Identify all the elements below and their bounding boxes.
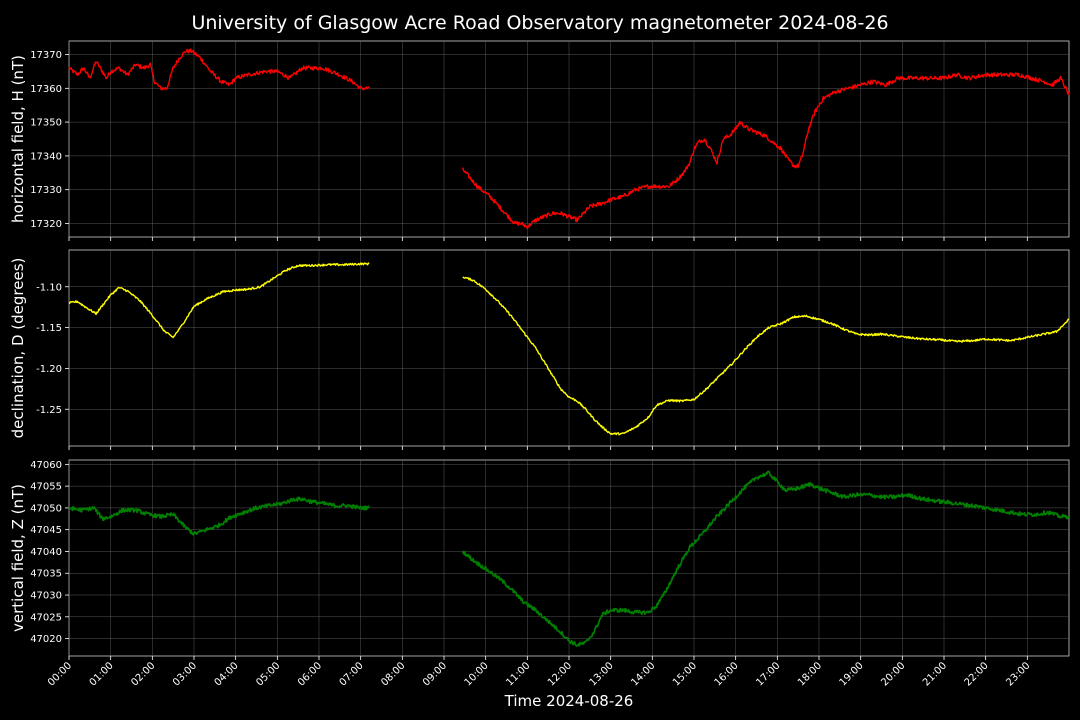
x-tick-label: 00:00 <box>46 660 74 688</box>
series-line-D-2 <box>462 276 1070 436</box>
x-tick-label: 05:00 <box>254 660 282 688</box>
x-tick-label: 14:00 <box>629 660 657 688</box>
x-tick-label: 15:00 <box>671 660 699 688</box>
x-tick-label: 04:00 <box>213 660 241 688</box>
y-tick-label: -1.20 <box>36 364 62 375</box>
series-line-H-1 <box>68 48 370 91</box>
y-tick-label: 17350 <box>30 118 62 129</box>
y-tick-label: 47020 <box>30 634 62 645</box>
y-tick-label: 47040 <box>30 547 62 558</box>
y-tick-label: 47035 <box>30 569 62 580</box>
y-tick-label: -1.10 <box>36 282 62 293</box>
panel-3: 47020 47025 47030 47035 47040 47045 47050 47055… <box>9 459 1070 689</box>
y-axis-label: vertical field, Z (nT) <box>9 484 27 632</box>
y-tick-label: 17330 <box>30 185 62 196</box>
series-line-H-2 <box>462 72 1070 230</box>
y-tick-label: -1.15 <box>36 323 62 334</box>
x-tick-label: 21:00 <box>921 660 949 688</box>
chart-title: University of Glasgow Acre Road Observat… <box>191 12 888 34</box>
x-tick-label: 18:00 <box>796 660 824 688</box>
panels: 17320 17330 17340 17350 17360 17370horizontal… <box>9 40 1070 689</box>
y-tick-label: 47045 <box>30 525 62 536</box>
y-tick-label: 17320 <box>30 219 62 230</box>
panel-2: -1.25 -1.20 -1.15 -1.10 declination, D (degr… <box>9 249 1070 450</box>
x-tick-label: 12:00 <box>546 660 574 688</box>
y-tick-label: 47060 <box>30 460 62 471</box>
x-tick-label: 03:00 <box>171 660 199 688</box>
y-tick-label: -1.25 <box>36 405 62 416</box>
x-axis-label: Time 2024-08-26 <box>504 692 634 710</box>
x-tick-label: 01:00 <box>88 660 116 688</box>
y-tick-label: 17340 <box>30 151 62 162</box>
panel-1: 17320 17330 17340 17350 17360 17370horizontal… <box>9 40 1070 241</box>
x-tick-label: 20:00 <box>879 660 907 688</box>
y-tick-label: 47050 <box>30 503 62 514</box>
y-tick-label: 47030 <box>30 591 62 602</box>
x-tick-label: 13:00 <box>588 660 616 688</box>
y-tick-label: 17370 <box>30 50 62 61</box>
y-axis-label: horizontal field, H (nT) <box>9 55 27 223</box>
x-tick-label: 17:00 <box>754 660 782 688</box>
x-tick-label: 23:00 <box>1004 660 1032 688</box>
y-axis-label: declination, D (degrees) <box>9 258 27 439</box>
x-tick-label: 19:00 <box>838 660 866 688</box>
x-tick-label: 07:00 <box>338 660 366 688</box>
series-line-Z-2 <box>461 470 1070 647</box>
series-line-Z-1 <box>68 496 370 536</box>
x-tick-label: 08:00 <box>379 660 407 688</box>
y-tick-label: 17360 <box>30 84 62 95</box>
series-line-D-1 <box>68 262 370 339</box>
x-tick-label: 09:00 <box>421 660 449 688</box>
x-tick-label: 02:00 <box>129 660 157 688</box>
x-tick-label: 06:00 <box>296 660 324 688</box>
x-tick-label: 16:00 <box>713 660 741 688</box>
y-tick-label: 47055 <box>30 482 62 493</box>
x-tick-label: 22:00 <box>963 660 991 688</box>
y-tick-label: 47025 <box>30 612 62 623</box>
x-tick-label: 11:00 <box>504 660 532 688</box>
x-tick-label: 10:00 <box>463 660 491 688</box>
